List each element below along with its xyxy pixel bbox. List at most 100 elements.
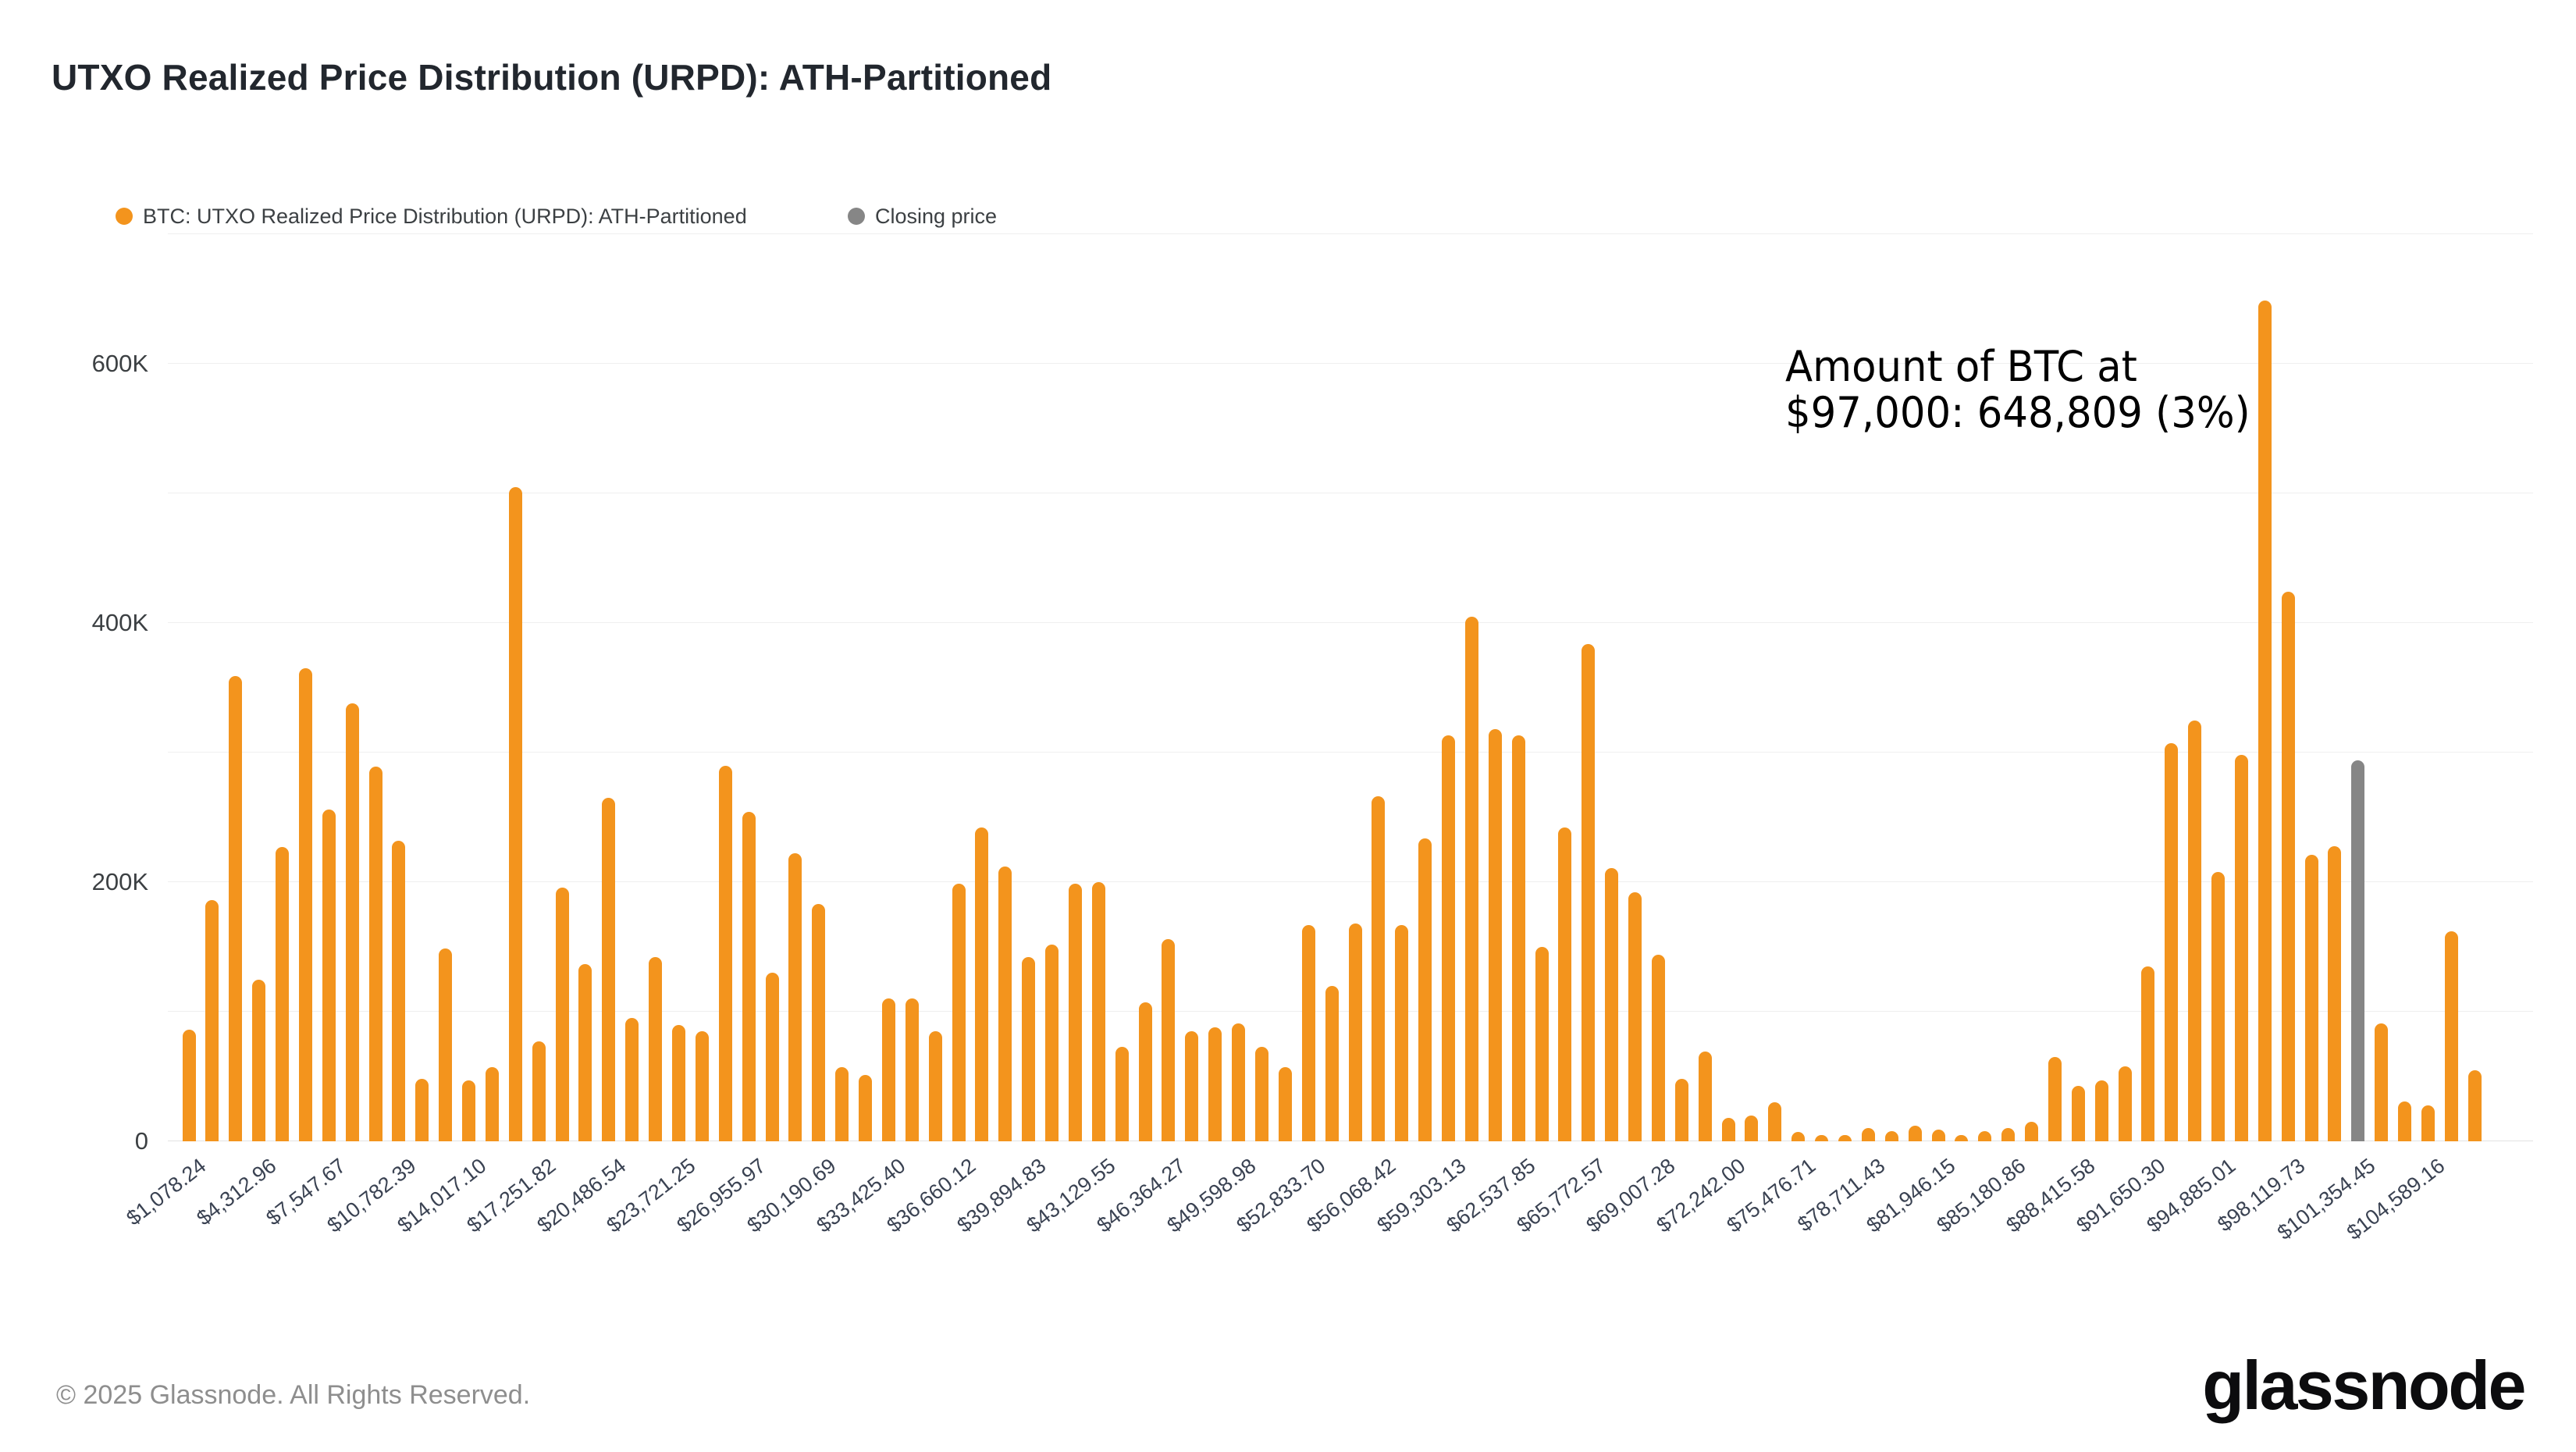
urpd-bar[interactable] xyxy=(2188,720,2202,1141)
legend-item-closing-price[interactable]: Closing price xyxy=(848,203,997,230)
urpd-bar[interactable] xyxy=(1674,1079,1688,1141)
urpd-bar[interactable] xyxy=(928,1030,942,1141)
urpd-bar[interactable] xyxy=(298,668,312,1141)
urpd-bar[interactable] xyxy=(1628,892,1642,1141)
urpd-bar[interactable] xyxy=(392,840,406,1141)
urpd-bar[interactable] xyxy=(2421,1105,2435,1141)
urpd-bar[interactable] xyxy=(835,1067,849,1141)
urpd-bar[interactable] xyxy=(2281,592,2295,1141)
urpd-bar[interactable] xyxy=(1815,1134,1829,1141)
urpd-bar[interactable] xyxy=(252,979,266,1141)
urpd-bar[interactable] xyxy=(1372,796,1386,1141)
urpd-bar[interactable] xyxy=(718,765,732,1141)
urpd-bar[interactable] xyxy=(229,676,243,1141)
urpd-bar[interactable] xyxy=(2444,931,2458,1141)
urpd-bar[interactable] xyxy=(2141,966,2155,1141)
urpd-bar[interactable] xyxy=(182,1030,196,1141)
urpd-bar[interactable] xyxy=(1325,985,1339,1141)
urpd-bar[interactable] xyxy=(439,948,453,1141)
urpd-bar[interactable] xyxy=(649,957,663,1141)
urpd-bar[interactable] xyxy=(998,867,1012,1141)
urpd-bar[interactable] xyxy=(1091,882,1105,1141)
urpd-bar[interactable] xyxy=(1348,924,1362,1141)
urpd-bar[interactable] xyxy=(345,703,359,1141)
urpd-bar[interactable] xyxy=(2071,1085,2085,1141)
urpd-bar[interactable] xyxy=(1582,643,1596,1141)
urpd-bar[interactable] xyxy=(1418,838,1432,1141)
urpd-bar[interactable] xyxy=(322,810,336,1141)
urpd-bar[interactable] xyxy=(532,1041,546,1141)
urpd-bar[interactable] xyxy=(1861,1128,1875,1141)
urpd-bar[interactable] xyxy=(578,963,592,1141)
urpd-bar[interactable] xyxy=(2258,300,2272,1141)
urpd-bar[interactable] xyxy=(2001,1128,2016,1141)
urpd-bar[interactable] xyxy=(671,1024,685,1141)
urpd-bar[interactable] xyxy=(2398,1101,2412,1141)
urpd-bar[interactable] xyxy=(2165,743,2179,1141)
urpd-bar[interactable] xyxy=(695,1030,709,1141)
urpd-bar[interactable] xyxy=(555,887,569,1141)
urpd-bar[interactable] xyxy=(508,486,522,1141)
urpd-bar[interactable] xyxy=(1791,1132,1806,1141)
urpd-bar[interactable] xyxy=(1254,1046,1268,1141)
urpd-bar[interactable] xyxy=(812,904,826,1141)
urpd-bar[interactable] xyxy=(788,853,802,1141)
urpd-bar[interactable] xyxy=(905,998,919,1141)
urpd-bar[interactable] xyxy=(1278,1067,1292,1141)
urpd-bar[interactable] xyxy=(1442,735,1456,1141)
urpd-bar[interactable] xyxy=(765,973,779,1141)
urpd-bar[interactable] xyxy=(2467,1069,2482,1141)
urpd-bar[interactable] xyxy=(1838,1134,1852,1141)
urpd-bar[interactable] xyxy=(2375,1023,2389,1141)
urpd-bar[interactable] xyxy=(1768,1102,1782,1141)
urpd-bar[interactable] xyxy=(1605,867,1619,1141)
urpd-bar[interactable] xyxy=(1232,1023,1246,1141)
urpd-bar[interactable] xyxy=(1651,954,1665,1141)
urpd-bar[interactable] xyxy=(1698,1052,1712,1141)
urpd-bar[interactable] xyxy=(368,767,382,1141)
legend-item-urpd[interactable]: BTC: UTXO Realized Price Distribution (U… xyxy=(116,203,747,230)
closing-price-bar[interactable] xyxy=(2351,760,2365,1141)
urpd-bar[interactable] xyxy=(2025,1122,2039,1141)
urpd-bar[interactable] xyxy=(952,883,966,1141)
urpd-bar[interactable] xyxy=(1955,1134,1969,1141)
urpd-bar[interactable] xyxy=(1721,1118,1735,1141)
urpd-bar[interactable] xyxy=(1488,729,1502,1141)
urpd-bar[interactable] xyxy=(859,1075,873,1141)
urpd-bar[interactable] xyxy=(1162,939,1176,1141)
urpd-bar[interactable] xyxy=(1464,616,1478,1141)
urpd-bar[interactable] xyxy=(625,1018,639,1141)
urpd-bar[interactable] xyxy=(742,812,756,1141)
urpd-bar[interactable] xyxy=(1185,1030,1199,1141)
urpd-bar[interactable] xyxy=(462,1080,476,1141)
urpd-bar[interactable] xyxy=(2094,1080,2108,1141)
urpd-bar[interactable] xyxy=(1395,924,1409,1141)
urpd-bar[interactable] xyxy=(1978,1130,1992,1141)
urpd-bar[interactable] xyxy=(1301,924,1315,1141)
urpd-bar[interactable] xyxy=(1535,947,1549,1141)
urpd-bar[interactable] xyxy=(1208,1027,1222,1141)
urpd-bar[interactable] xyxy=(602,798,616,1141)
urpd-bar[interactable] xyxy=(2048,1057,2062,1141)
urpd-bar[interactable] xyxy=(975,827,989,1141)
urpd-bar[interactable] xyxy=(205,900,219,1141)
urpd-bar[interactable] xyxy=(1115,1046,1129,1141)
urpd-bar[interactable] xyxy=(276,847,290,1141)
urpd-bar[interactable] xyxy=(1022,957,1036,1141)
urpd-bar[interactable] xyxy=(881,998,895,1141)
urpd-bar[interactable] xyxy=(485,1067,499,1141)
urpd-bar[interactable] xyxy=(1511,735,1525,1141)
urpd-bar[interactable] xyxy=(1745,1115,1759,1141)
urpd-bar[interactable] xyxy=(1884,1130,1898,1141)
urpd-bar[interactable] xyxy=(1045,944,1059,1141)
urpd-bar[interactable] xyxy=(2118,1066,2132,1141)
urpd-bar[interactable] xyxy=(2304,855,2318,1141)
urpd-bar[interactable] xyxy=(2234,755,2248,1141)
urpd-bar[interactable] xyxy=(2211,871,2226,1141)
urpd-bar[interactable] xyxy=(1908,1126,1922,1141)
urpd-bar[interactable] xyxy=(1558,827,1572,1141)
urpd-bar[interactable] xyxy=(1931,1130,1945,1141)
urpd-bar[interactable] xyxy=(1068,883,1082,1141)
urpd-bar[interactable] xyxy=(1138,1002,1152,1141)
urpd-bar[interactable] xyxy=(2328,845,2342,1141)
